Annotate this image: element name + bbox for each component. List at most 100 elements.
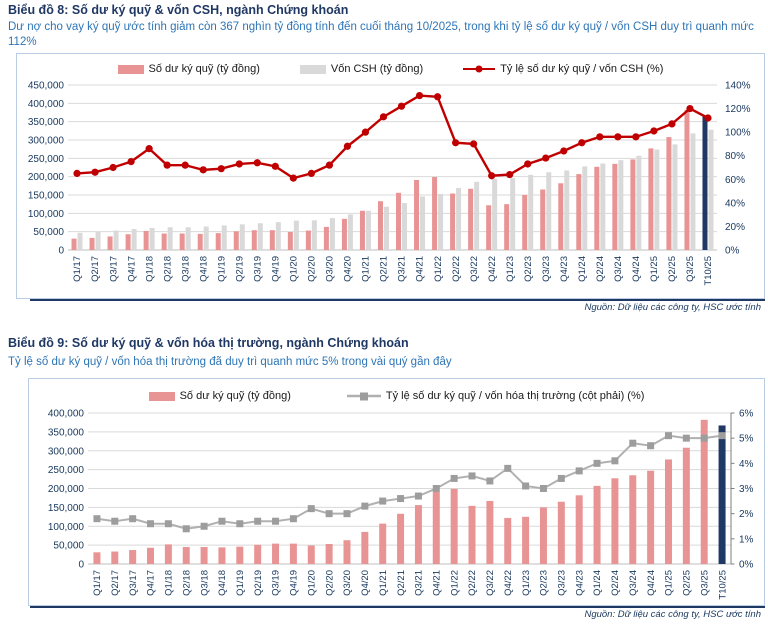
left-axis-label: 400,000 xyxy=(28,99,65,110)
x-axis-label: Q1/19 xyxy=(235,570,246,596)
bar xyxy=(540,189,546,250)
bar xyxy=(618,160,624,250)
bar xyxy=(379,523,387,564)
line-marker xyxy=(647,442,655,450)
bar xyxy=(257,223,263,250)
x-axis-label: Q4/17 xyxy=(146,570,157,596)
line-marker xyxy=(164,520,172,528)
x-axis-label: Q2/20 xyxy=(307,256,318,282)
x-axis-label: Q2/21 xyxy=(396,570,407,596)
bar xyxy=(630,159,636,250)
line-marker xyxy=(397,495,405,503)
line-marker xyxy=(578,139,586,147)
bar xyxy=(629,475,637,564)
line-marker xyxy=(343,510,351,518)
bar xyxy=(504,204,510,250)
x-axis-label: Q1/21 xyxy=(361,256,372,282)
left-axis-label: 200,000 xyxy=(48,484,85,495)
bar xyxy=(450,193,456,250)
bar xyxy=(708,129,714,250)
bar xyxy=(396,192,402,250)
x-axis-label: Q1/17 xyxy=(72,256,83,282)
bar xyxy=(161,233,167,250)
line-marker xyxy=(650,127,658,135)
bar xyxy=(221,225,227,250)
line-marker xyxy=(522,482,530,490)
x-axis-label: Q3/20 xyxy=(325,256,336,282)
x-axis-label: Q2/19 xyxy=(234,256,245,282)
left-axis-label: 400,000 xyxy=(48,409,85,420)
bar xyxy=(287,232,293,250)
bar xyxy=(203,226,209,250)
x-axis-label: T10/25 xyxy=(717,570,728,600)
line-marker xyxy=(307,505,315,513)
bar xyxy=(654,149,660,250)
x-axis-label: Q2/21 xyxy=(379,256,390,282)
x-axis-label: Q1/20 xyxy=(306,570,317,596)
bar xyxy=(167,227,173,250)
bar xyxy=(149,228,155,250)
x-axis-label: Q3/18 xyxy=(199,570,210,596)
bar xyxy=(468,505,476,564)
x-axis-label: Q4/24 xyxy=(646,570,657,596)
bar xyxy=(666,137,672,250)
line-marker xyxy=(236,520,244,528)
bar xyxy=(89,237,95,250)
line-marker xyxy=(145,145,153,153)
x-axis-label: Q2/22 xyxy=(451,256,462,282)
x-axis-label: Q4/18 xyxy=(217,570,228,596)
bar xyxy=(420,196,426,250)
bar xyxy=(546,172,552,250)
line-marker xyxy=(127,158,135,166)
line-marker xyxy=(524,160,532,168)
bar xyxy=(600,163,606,250)
x-axis-label: Q2/24 xyxy=(595,256,606,282)
right-axis-label: 2% xyxy=(739,509,754,520)
bar xyxy=(143,230,149,250)
bar xyxy=(528,174,534,250)
x-axis-label: Q3/18 xyxy=(180,256,191,282)
bar xyxy=(164,544,172,564)
line-marker xyxy=(181,161,189,169)
x-axis-label: Q3/23 xyxy=(541,256,552,282)
x-axis-label: Q4/23 xyxy=(559,256,570,282)
bar xyxy=(576,174,582,250)
line-marker xyxy=(488,172,496,180)
line-marker xyxy=(450,474,458,482)
line-marker xyxy=(218,517,226,525)
x-axis-label: Q3/23 xyxy=(557,570,568,596)
line-marker xyxy=(451,139,460,147)
bar xyxy=(682,447,690,564)
x-axis-label: Q2/17 xyxy=(110,570,121,596)
bar xyxy=(397,513,405,564)
line-marker xyxy=(289,174,297,182)
right-axis-label: 6% xyxy=(739,409,754,420)
right-axis-label: 0% xyxy=(739,560,754,571)
line-marker xyxy=(704,114,712,122)
bar xyxy=(402,203,408,250)
line-marker xyxy=(470,140,478,148)
x-axis-label: Q3/22 xyxy=(485,570,496,596)
chart9-panel: 0 50,000 100,000 150,000 200,000 250,000 300,0… xyxy=(28,378,765,606)
right-axis-label: 120% xyxy=(725,104,751,115)
bar xyxy=(510,178,516,250)
left-axis-label: 100,000 xyxy=(48,522,85,533)
bar xyxy=(341,218,347,250)
ratio-line xyxy=(96,434,723,530)
bar xyxy=(251,230,257,250)
chart8-title: Biểu đồ 8: Số dư ký quỹ & vốn CSH, ngành… xyxy=(8,3,349,17)
line-marker xyxy=(379,497,387,505)
bar xyxy=(272,543,280,564)
bar xyxy=(311,220,317,250)
line-marker xyxy=(307,169,315,177)
bar xyxy=(414,179,420,250)
line-marker xyxy=(397,102,406,110)
line-marker xyxy=(147,520,155,528)
x-axis-label: Q2/19 xyxy=(253,570,264,596)
bar xyxy=(648,148,654,250)
bar xyxy=(233,231,239,250)
bar xyxy=(329,218,335,250)
line-marker xyxy=(593,459,601,467)
bar xyxy=(347,214,353,250)
x-axis-label: Q3/25 xyxy=(685,256,696,282)
